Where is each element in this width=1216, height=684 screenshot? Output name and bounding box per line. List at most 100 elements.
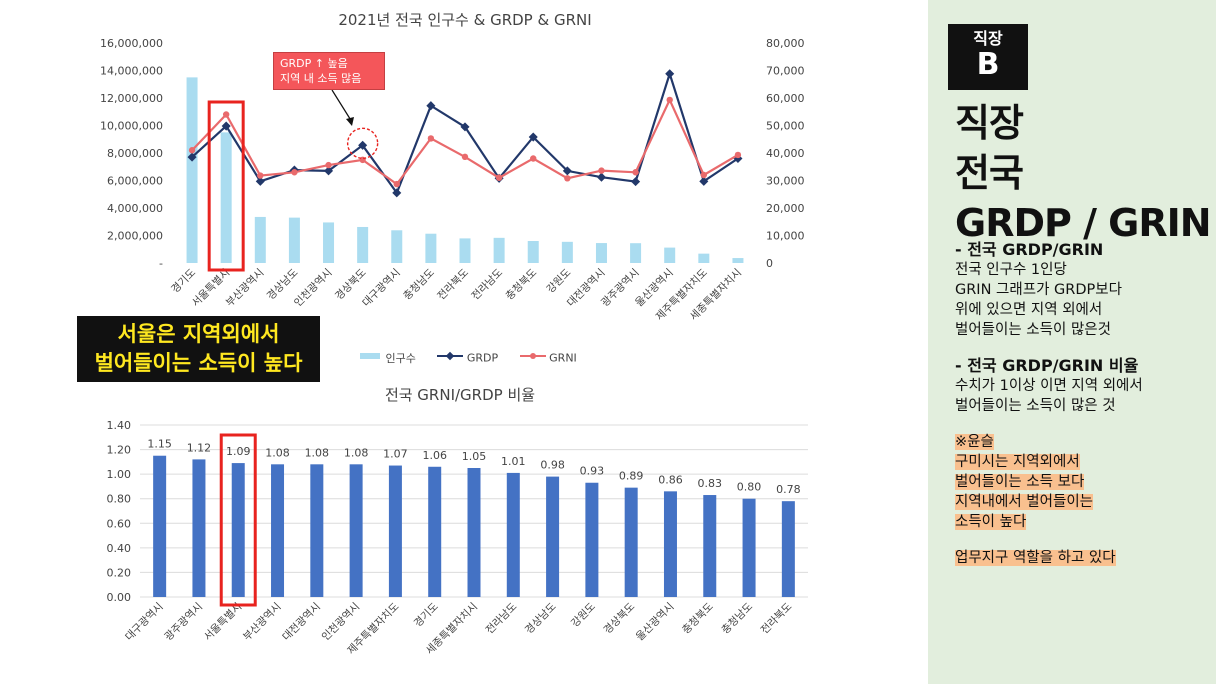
x-category-label: 부산광역시 [241,601,284,644]
x-category-label: 서울특별시 [202,601,245,644]
grni-point [598,167,605,174]
x-category-label: 광주광역시 [162,601,205,644]
grni-point [222,111,230,118]
grni-point [257,172,264,179]
ratio-bar [428,466,442,597]
callout-arrow [331,89,353,123]
x-category-label: 충청남도 [719,600,755,636]
seoul-ratio-highlight-box [219,433,257,607]
right-tick-label: 80,000 [766,37,805,50]
grdp-highlight-circle [346,127,379,160]
ratio-bar [467,468,481,597]
x-category-label: 전라남도 [484,600,520,636]
left-tick-label: 16,000,000 [100,37,163,50]
section-tag: 직장 B [948,24,1028,90]
ratio-value-label: 1.09 [226,445,251,458]
left-tick-label: 4,000,000 [107,202,163,215]
grdp-point [221,121,231,131]
chart-legend: 인구수 GRDP GRNI [360,350,595,366]
ratio-value-label: 1.15 [147,438,172,451]
population-bar [459,238,471,263]
x-category-label: 경기도 [411,600,441,630]
ratio-value-label: 1.12 [187,441,212,454]
right-tick-label: 50,000 [766,120,805,133]
left-tick-label: 12,000,000 [100,92,163,105]
left-tick-label: 6,000,000 [107,175,163,188]
grni-point [666,96,673,104]
ratio-value-label: 1.01 [501,455,526,468]
left-tick-label: 10,000,000 [100,120,163,133]
left-tick-label: 14,000,000 [100,65,163,78]
ratio-bar [506,472,520,597]
ratio-value-label: 1.08 [305,446,330,459]
grni-point [734,151,742,159]
y-tick-label: 0.20 [107,566,132,579]
ratio-bar [585,482,599,597]
callout-arrowhead [346,117,354,126]
population-bar [323,222,335,263]
legend-grni: GRNI [519,351,577,365]
note: ※윤슬 구미시는 지역외에서 벌어들이는 소득 보다 지역내에서 벌어들이는 소… [955,434,1116,566]
grni-point [188,147,196,154]
x-category-label: 전라북도 [759,600,795,636]
population-bar [391,230,403,263]
population-grdp-grni-chart: 2021년 전국 인구수 & GRDP & GRNI 16,000,000 14,0… [100,11,805,323]
legend-population: 인구수 [360,350,416,366]
tag-small: 직장 [973,29,1003,48]
ratio-value-label: 0.83 [698,477,723,490]
sidebar-panel [928,0,1216,684]
seoul-note-line2: 벌어들이는 소득이 높다 [94,351,303,375]
population-bar [425,233,437,263]
right-tick-label: 20,000 [766,202,805,215]
seoul-note-line1: 서울은 지역외에서 [117,322,280,346]
y-tick-label: 0.60 [107,517,132,530]
y-tick-label: 0.00 [107,591,132,604]
ratio-bar [663,491,677,597]
population-bar [561,241,573,263]
x-category-label: 대구광역시 [123,601,166,644]
x-category-label: 충청북도 [680,600,716,636]
population-bar [357,226,369,263]
seoul-highlight-box [207,100,245,272]
right-tick-label: 30,000 [766,175,805,188]
legend-grdp: GRDP [437,351,498,365]
y-tick-label: 1.00 [107,468,132,481]
ratio-value-label: 1.08 [265,446,290,459]
population-bar [288,217,300,263]
grni-point [495,174,503,181]
x-category-label: 대전광역시 [280,601,323,644]
grni-point [291,169,298,176]
population-bar [254,216,266,263]
ratio-bar [546,476,560,597]
left-tick-label: - [159,257,163,270]
ratio-value-label: 0.98 [540,459,565,472]
seoul-note: 서울은 지역외에서 벌어들이는 소득이 높다 [77,316,320,382]
ratio-value-label: 1.07 [383,448,408,461]
population-bar [493,237,505,263]
y-tick-label: 1.20 [107,444,132,457]
ratio-bar [781,501,795,597]
y-tick-label: 0.80 [107,493,132,506]
ratio-bar [388,465,402,597]
grni-point [530,155,537,162]
chart1-title: 2021년 전국 인구수 & GRDP & GRNI [338,11,591,29]
y-tick-label: 1.40 [107,419,132,432]
ratio-bar [742,498,756,597]
tag-big: B [976,47,1000,82]
population-bar [186,77,198,263]
y-tick-label: 0.40 [107,542,132,555]
grni-point [393,180,400,188]
right-tick-label: 70,000 [766,65,805,78]
right-tick-label: 0 [766,257,773,270]
ratio-bar [153,455,167,597]
ratio-value-label: 1.06 [422,449,447,462]
ratio-value-label: 0.89 [619,470,644,483]
ratio-bar [231,463,245,597]
grni-grdp-ratio-chart: 전국 GRNI/GRDP 비율 1.40 1.20 1.00 0.80 0.60 0.40 0… [107,386,808,657]
grni-point [564,175,571,182]
right-tick-label: 10,000 [766,230,805,243]
grdp-point [187,152,197,162]
grni-point [427,135,435,142]
left-tick-label: 8,000,000 [107,147,163,160]
ratio-value-label: 0.80 [737,481,762,494]
